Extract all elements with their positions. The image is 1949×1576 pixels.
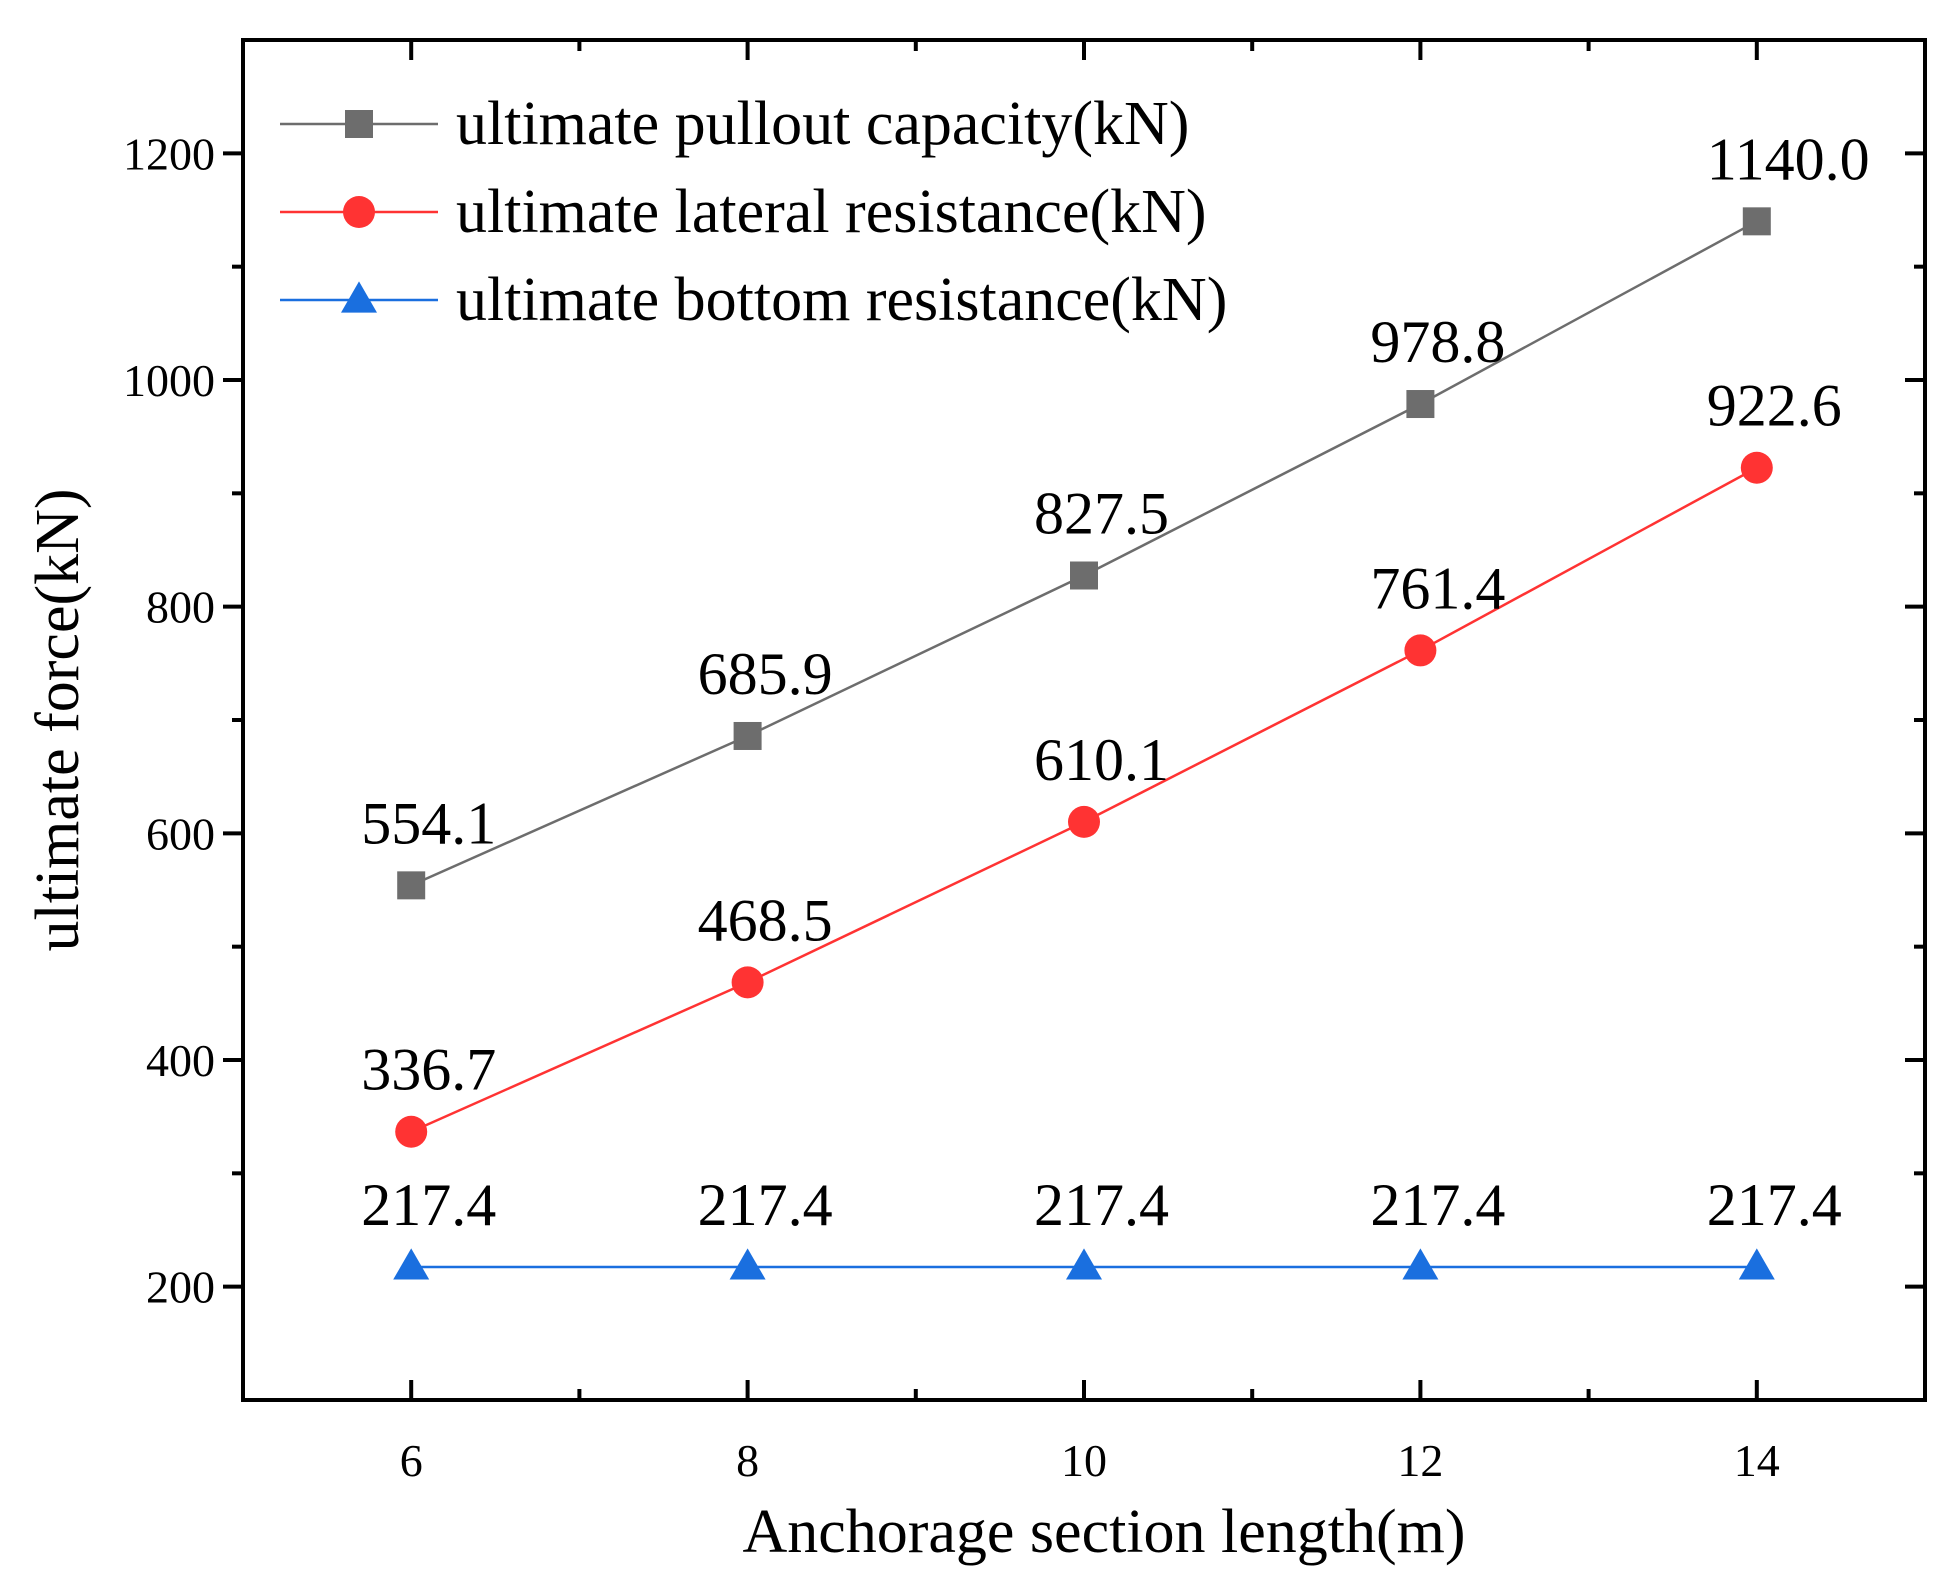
data-point-circle [1404,634,1437,667]
legend-marker-triangle [341,281,377,313]
data-point-triangle [393,1248,430,1280]
legend: ultimate pullout capacity(kN) ultimate la… [280,90,1227,334]
data-label: 217.4 [1707,1172,1842,1238]
data-point-square [1742,207,1771,236]
data-label: 217.4 [1034,1172,1169,1238]
data-point-square [733,721,762,750]
axis-ticks [223,40,1925,1400]
data-point-circle [731,966,764,999]
data-label: 217.4 [1370,1172,1505,1238]
legend-label: ultimate pullout capacity(kN) [456,90,1189,158]
y-tick-label: 800 [146,582,215,633]
data-label: 1140.0 [1707,126,1870,192]
data-label: 761.4 [1370,555,1505,621]
x-axis-title: Anchorage section length(m) [742,1498,1465,1566]
legend-label: ultimate bottom resistance(kN) [456,266,1227,334]
data-point-triangle [729,1248,766,1280]
data-point-square [1406,390,1435,419]
data-label: 827.5 [1034,481,1169,547]
series-layer [393,207,1775,1280]
data-label: 978.8 [1370,309,1505,375]
y-tick-label: 1200 [123,128,215,179]
data-point-triangle [1738,1248,1775,1280]
legend-label: ultimate lateral resistance(kN) [456,178,1207,246]
data-point-triangle [1402,1248,1439,1280]
data-label: 610.1 [1034,727,1169,793]
y-tick-label: 600 [146,808,215,859]
data-point-square [1070,561,1098,590]
data-label: 468.5 [698,887,833,953]
data-point-circle [395,1115,428,1148]
x-tick-label: 6 [400,1435,423,1486]
legend-marker-square [345,110,373,138]
data-label: 336.7 [361,1037,496,1103]
data-point-circle [1068,805,1100,838]
x-tick-label: 8 [736,1435,759,1486]
y-tick-labels: 200 400 600 800 1000 1200 [123,128,215,1312]
y-tick-label: 200 [146,1262,215,1313]
data-label: 217.4 [698,1172,833,1238]
data-label: 217.4 [361,1172,496,1238]
x-tick-label: 12 [1397,1435,1443,1486]
x-tick-label: 14 [1734,1435,1780,1486]
data-label: 922.6 [1707,373,1842,439]
legend-marker-circle [343,196,375,228]
data-point-square [397,871,426,900]
data-point-triangle [1066,1248,1102,1280]
x-tick-labels: 6 8 10 12 14 [400,1435,1780,1486]
y-tick-label: 1000 [123,355,215,406]
y-axis-title: ultimate force(kN) [24,488,92,951]
data-label: 685.9 [698,641,833,707]
data-labels: 554.1 685.9 827.5 978.8 1140.0 336.7 468.5 610.… [361,126,1869,1238]
x-tick-label: 10 [1061,1435,1107,1486]
data-point-circle [1740,451,1773,484]
y-tick-label: 400 [146,1035,215,1086]
data-label: 554.1 [361,790,496,856]
